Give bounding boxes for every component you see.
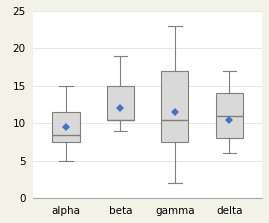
PathPatch shape xyxy=(216,93,243,138)
PathPatch shape xyxy=(107,86,134,120)
PathPatch shape xyxy=(52,112,80,142)
PathPatch shape xyxy=(161,71,189,142)
